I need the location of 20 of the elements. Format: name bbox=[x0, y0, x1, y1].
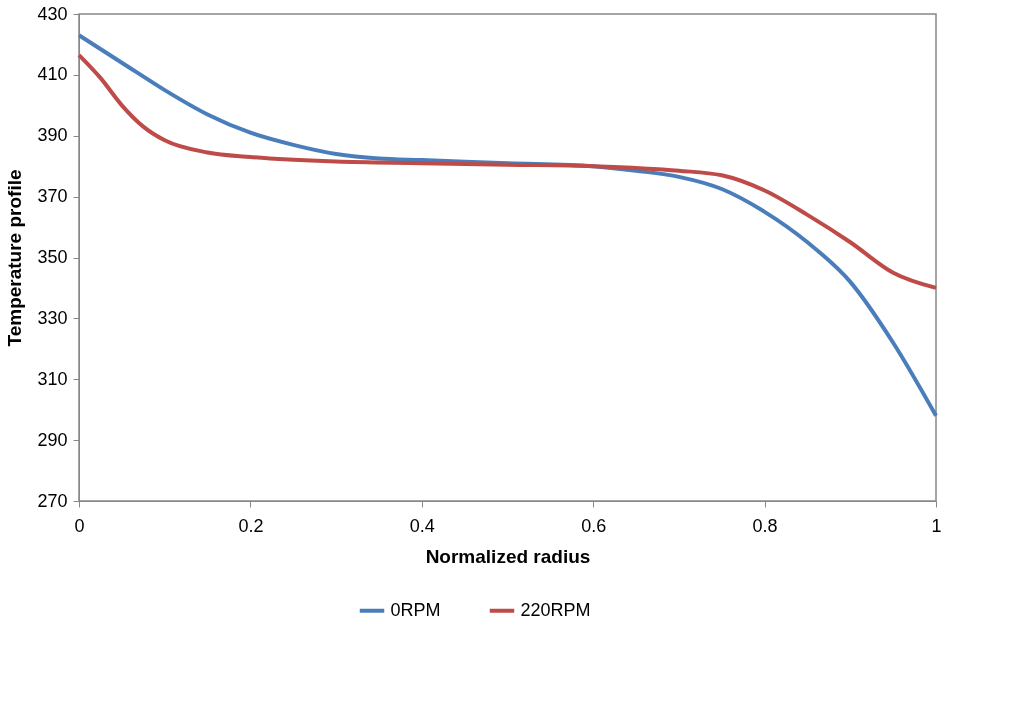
x-tick-label: 0.2 bbox=[238, 515, 264, 536]
x-tick-label: 1 bbox=[931, 515, 942, 536]
y-tick-label: 410 bbox=[37, 64, 68, 85]
legend-label: 0RPM bbox=[390, 599, 441, 620]
x-tick-label: 0.4 bbox=[409, 515, 435, 536]
y-tick-label: 430 bbox=[37, 3, 68, 24]
x-tick-label: 0 bbox=[74, 515, 85, 536]
x-axis-title: Normalized radius bbox=[425, 545, 591, 567]
y-tick-label: 390 bbox=[37, 125, 68, 146]
x-tick-label: 0.6 bbox=[581, 515, 607, 536]
y-tick-label: 330 bbox=[37, 307, 68, 328]
x-tick-label: 0.8 bbox=[752, 515, 778, 536]
legend-label: 220RPM bbox=[520, 599, 591, 620]
y-tick-label: 290 bbox=[37, 429, 68, 450]
y-tick-label: 310 bbox=[37, 368, 68, 389]
y-tick-label: 270 bbox=[37, 490, 68, 511]
y-tick-label: 370 bbox=[37, 186, 68, 207]
y-axis-title: Temperature profile bbox=[4, 169, 26, 347]
y-tick-label: 350 bbox=[37, 247, 68, 267]
line-series bbox=[77, 53, 938, 290]
